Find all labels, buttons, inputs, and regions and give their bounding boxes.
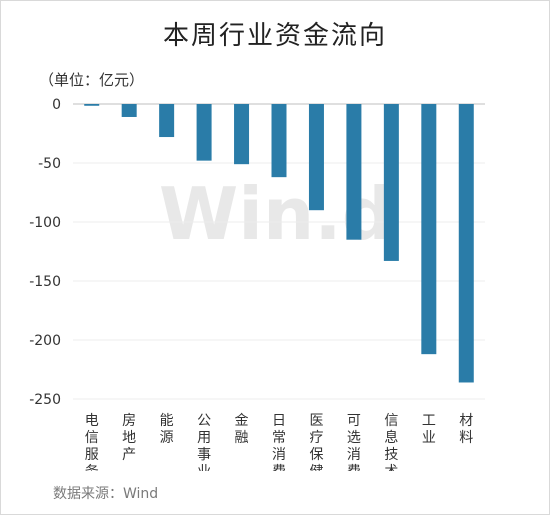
bar-9 [383, 104, 399, 261]
y-tick-label: -200 [29, 333, 61, 349]
bar-3 [159, 104, 175, 138]
y-tick-label: -250 [29, 392, 61, 408]
grid-lines [73, 103, 485, 400]
y-tick-label: 0 [52, 97, 61, 113]
bar-11 [458, 104, 474, 383]
x-category-label: 房地产 [122, 413, 136, 463]
x-category-label: 电信服务 [85, 413, 99, 471]
y-axis-ticks: 0 -50 -100 -150 -200 -250 [29, 97, 61, 408]
bar-8 [346, 104, 362, 240]
bar-4 [196, 104, 212, 161]
x-category-label: 日常消费 [272, 413, 286, 471]
y-tick-label: -50 [38, 156, 61, 172]
source-note: 数据来源：Wind [53, 486, 159, 502]
y-tick-label: -150 [29, 274, 61, 290]
bar-5 [234, 104, 250, 165]
y-tick-label: -100 [29, 215, 61, 231]
x-category-label: 金融 [235, 413, 249, 446]
chart-title: 本周行业资金流向 [162, 21, 387, 51]
bars [84, 104, 474, 383]
x-category-label: 医疗保健 [309, 413, 323, 471]
bar-6 [271, 104, 287, 178]
x-category-label: 能源 [160, 413, 174, 446]
x-category-label: 可选消费 [347, 413, 361, 471]
bar-7 [308, 104, 324, 211]
bar-1 [84, 104, 100, 106]
x-category-label: 信息技术 [384, 413, 398, 471]
x-category-label: 工业 [422, 413, 436, 446]
bar-10 [421, 104, 437, 355]
bar-2 [121, 104, 137, 117]
x-category-label: 公用事业 [197, 413, 211, 471]
unit-label: （单位：亿元） [39, 71, 145, 89]
bar-chart: Win.d 0-50-100-150-200-250 电信服务房地产能源公用事业… [29, 97, 485, 471]
x-category-label: 材料 [459, 413, 473, 446]
